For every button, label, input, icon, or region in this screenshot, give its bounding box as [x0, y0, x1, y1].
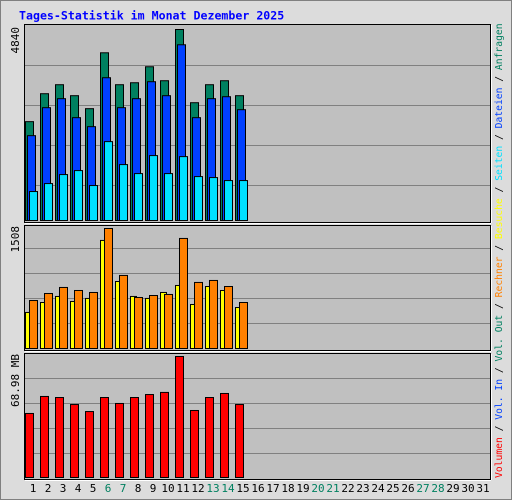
x-tick-label: 27 [416, 482, 429, 495]
bar [104, 228, 113, 349]
legend-entry: Vol. Out [494, 315, 505, 362]
bar [235, 404, 244, 479]
x-tick-label: 20 [311, 482, 324, 495]
bar [100, 397, 109, 478]
x-tick-label: 1 [30, 482, 37, 495]
bar [119, 274, 128, 350]
legend-separator: / [494, 245, 505, 251]
legend-entry: Rechner [494, 256, 505, 297]
legend-separator: / [494, 303, 505, 309]
x-tick-label: 4 [75, 482, 82, 495]
bar [175, 356, 184, 478]
bar [70, 404, 79, 479]
panel [24, 353, 491, 480]
x-tick-label: 17 [266, 482, 279, 495]
x-tick-label: 3 [60, 482, 67, 495]
x-tick-label: 6 [105, 482, 112, 495]
bar [194, 176, 203, 222]
x-tick-label: 31 [476, 482, 489, 495]
bar [44, 293, 53, 350]
legend-entry: Dateien [494, 88, 505, 129]
bar [145, 394, 154, 478]
bar [164, 293, 173, 349]
bar [40, 395, 49, 478]
x-tick-label: 22 [341, 482, 354, 495]
bar [224, 180, 233, 221]
x-tick-label: 9 [150, 482, 157, 495]
bar [239, 302, 248, 350]
x-tick-label: 30 [461, 482, 474, 495]
x-tick-label: 13 [206, 482, 219, 495]
bar [194, 281, 203, 349]
x-tick-label: 23 [356, 482, 369, 495]
bar [160, 391, 169, 479]
legend-separator: / [494, 186, 505, 192]
bar [134, 296, 143, 349]
x-tick-label: 18 [281, 482, 294, 495]
legend-entry: Besuche [494, 198, 505, 239]
x-tick-label: 28 [431, 482, 444, 495]
legend-separator: / [494, 134, 505, 140]
bar [179, 237, 188, 349]
x-tick-label: 19 [296, 482, 309, 495]
bar [130, 397, 139, 478]
legend-entry: Anfragen [494, 23, 505, 70]
bar [209, 279, 218, 349]
legend: Volumen / Vol. In / Vol. Out / Rechner / Besuche… [494, 23, 505, 478]
bar [149, 155, 158, 221]
bar [224, 286, 233, 350]
chart-title: Tages-Statistik im Monat Dezember 2025 [19, 9, 284, 23]
bar [74, 170, 83, 221]
bar [190, 409, 199, 478]
bar [25, 412, 34, 478]
bar [59, 286, 68, 349]
legend-separator: / [494, 367, 505, 373]
bar [55, 397, 64, 478]
x-tick-label: 21 [326, 482, 339, 495]
x-tick-label: 25 [386, 482, 399, 495]
y-tick-label: 1508 [9, 226, 22, 253]
bar [205, 397, 214, 478]
x-tick-label: 12 [191, 482, 204, 495]
x-tick-label: 15 [236, 482, 249, 495]
bar [29, 300, 38, 350]
y-tick-label: 68.98 MB [9, 354, 22, 407]
bar [134, 173, 143, 221]
legend-entry: Volumen [494, 437, 505, 478]
bar [164, 173, 173, 221]
legend-separator: / [494, 425, 505, 431]
bar [74, 289, 83, 349]
bar [209, 177, 218, 222]
bar [59, 174, 68, 222]
x-tick-label: 2 [45, 482, 52, 495]
x-tick-label: 24 [371, 482, 385, 495]
y-tick-label: 4840 [9, 27, 22, 54]
legend-entry: Seiten [494, 146, 505, 181]
x-tick-label: 5 [90, 482, 97, 495]
x-tick-label: 26 [401, 482, 414, 495]
bar [239, 180, 248, 221]
bar [104, 141, 113, 221]
x-tick-label: 14 [221, 482, 235, 495]
x-tick-label: 10 [161, 482, 174, 495]
x-tick-label: 29 [446, 482, 459, 495]
bar [115, 402, 124, 478]
bar [85, 411, 94, 478]
bar [149, 295, 158, 350]
bar [89, 291, 98, 350]
bar [119, 164, 128, 221]
legend-entry: Vol. In [494, 379, 505, 420]
bar [179, 156, 188, 221]
x-tick-label: 11 [176, 482, 189, 495]
bar [29, 191, 38, 222]
bar [220, 392, 229, 478]
x-tick-label: 7 [120, 482, 127, 495]
legend-separator: / [494, 76, 505, 82]
x-tick-label: 16 [251, 482, 264, 495]
bar [44, 183, 53, 221]
bar [89, 185, 98, 221]
x-tick-label: 8 [135, 482, 142, 495]
